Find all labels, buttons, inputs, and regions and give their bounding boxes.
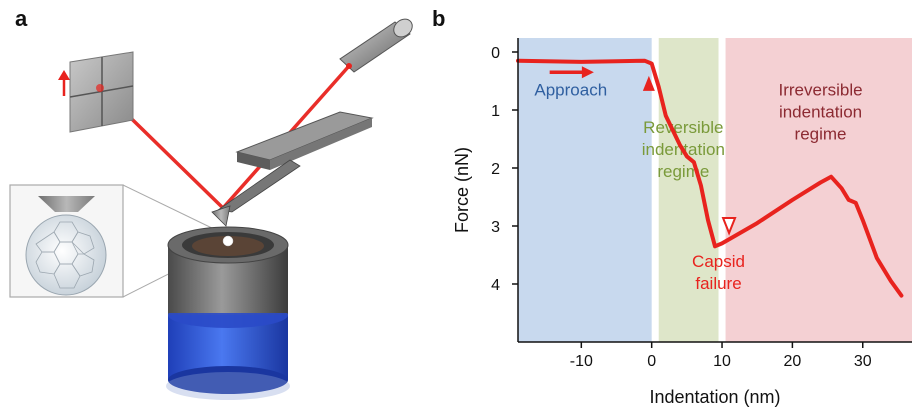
curve-markers	[549, 66, 737, 236]
region-1-label: Approach	[534, 81, 607, 100]
region-2	[658, 38, 719, 342]
force-curve-line	[516, 58, 904, 298]
x-tick-label: 0	[647, 353, 656, 370]
capsid-failure-label: failure	[695, 274, 741, 293]
x-tick-label: -10	[570, 353, 593, 370]
y-tick-label: 0	[491, 45, 500, 62]
x-ticks: -10 0 10 20 30	[570, 342, 872, 370]
virus-capsid-icon	[25, 214, 107, 296]
regime-regions	[518, 38, 912, 342]
y-tick-label: 4	[491, 277, 500, 294]
curve-annotations: Capsid failure	[692, 252, 745, 293]
region-2-label: Reversible	[643, 118, 723, 137]
region-3-label: regime	[795, 125, 847, 144]
region-3	[725, 38, 912, 342]
afm-schematic: a	[9, 6, 413, 400]
region-3-label: Irreversible	[778, 81, 862, 100]
y-axis-title: Force (nN)	[452, 147, 472, 233]
x-tick-label: 20	[783, 353, 801, 370]
filled-triangle-marker	[642, 75, 655, 91]
region-2-label: regime	[657, 162, 709, 181]
approach-arrow-head	[581, 66, 594, 79]
x-tick-label: 30	[854, 353, 872, 370]
x-tick-label: 10	[713, 353, 731, 370]
region-1	[518, 38, 652, 342]
panel-b-label: b	[432, 6, 445, 31]
quadrant-photodetector-icon	[58, 51, 134, 133]
y-tick-label: 3	[491, 219, 500, 236]
y-tick-label: 2	[491, 161, 500, 178]
panel-a-label: a	[15, 6, 28, 31]
x-axis-title: Indentation (nm)	[649, 387, 780, 407]
y-tick-label: 1	[491, 103, 500, 120]
laser-source-icon	[339, 18, 413, 73]
y-ticks: 0 1 2 3 4	[491, 45, 518, 294]
capsid-inset	[9, 184, 239, 298]
axes	[517, 38, 912, 343]
afm-cantilever-icon	[211, 111, 374, 227]
liquid-cell-icon	[166, 226, 290, 400]
open-triangle-marker	[721, 217, 737, 236]
region-3-label: indentation	[779, 103, 862, 122]
force-indentation-chart: b Approach Reversible indentation regime Irr…	[432, 6, 912, 407]
capsid-failure-label: Capsid	[692, 252, 745, 271]
